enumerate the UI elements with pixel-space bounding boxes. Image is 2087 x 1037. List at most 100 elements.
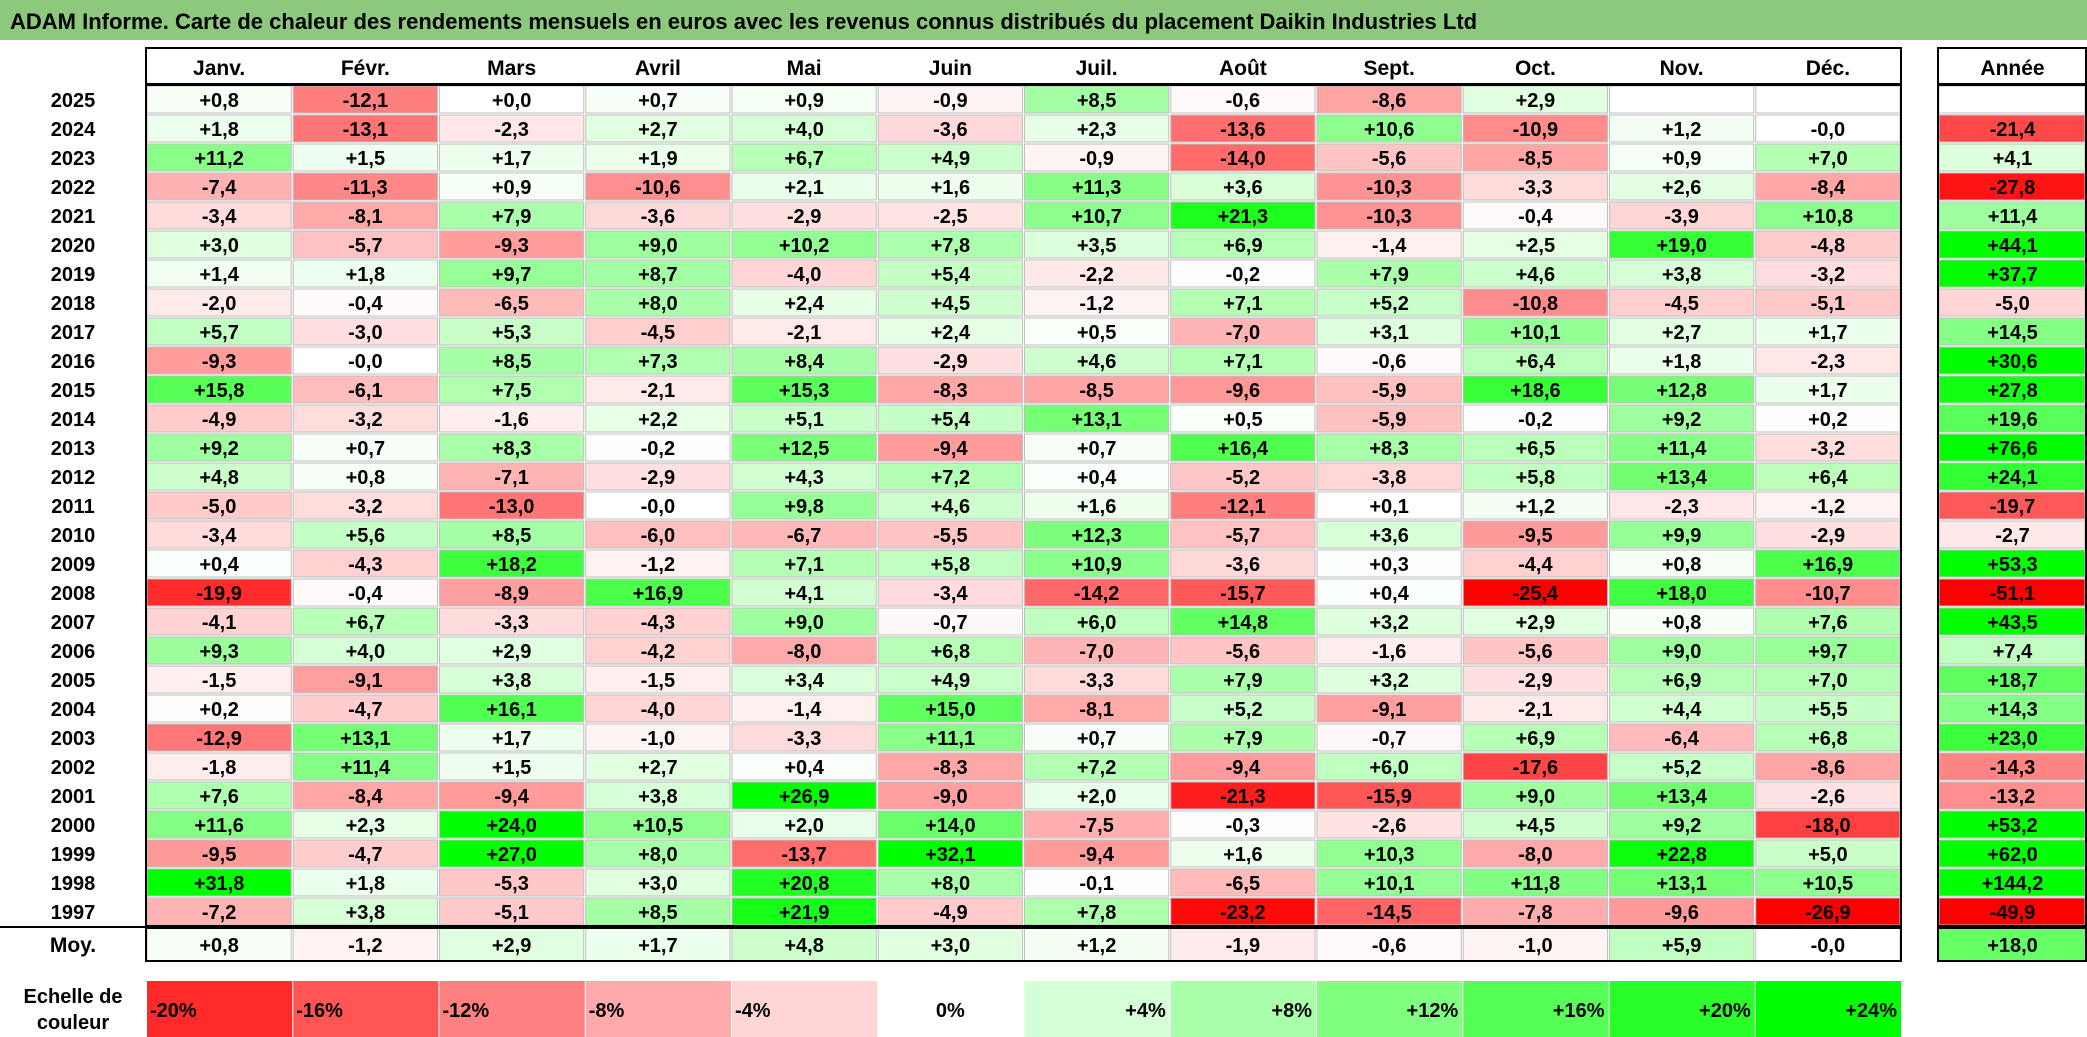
cell-value: +1,4: [199, 264, 239, 286]
heatmap-cell: [1609, 723, 1755, 752]
heatmap-cell: [439, 143, 585, 172]
cell-value: +3,0: [638, 873, 677, 895]
cell-value: +0,8: [1662, 612, 1701, 634]
cell-value: -8,4: [348, 786, 383, 808]
cell-value: +6,7: [346, 612, 385, 634]
heatmap-cell: [439, 201, 585, 230]
heatmap-cell: [1170, 723, 1316, 752]
cell-value: +18,6: [1510, 380, 1561, 402]
heatmap-cell: [877, 288, 1023, 317]
scale-swatch: [1170, 981, 1316, 1037]
heatmap-cell: [292, 259, 438, 288]
cell-value: -4,2: [641, 641, 675, 663]
cell-value: +8,3: [1369, 438, 1408, 460]
cell-value: +4,1: [784, 583, 823, 605]
annual-cell: [1938, 143, 2086, 172]
heatmap-cell: [731, 143, 877, 172]
month-header: Mai: [787, 57, 822, 80]
cell-value: +3,1: [1369, 322, 1408, 344]
cell-value: +3,2: [1369, 670, 1408, 692]
heatmap-cell: [292, 143, 438, 172]
cell-value: +2,2: [638, 409, 677, 431]
cell-value: -3,4: [202, 525, 237, 547]
cell-value: -8,6: [1811, 757, 1845, 779]
cell-value: +13,4: [1656, 467, 1707, 489]
cell-value: -2,0: [202, 293, 236, 315]
heatmap-cell: [1170, 868, 1316, 897]
heatmap-cell: [1755, 694, 1901, 723]
heatmap-cell: [439, 868, 585, 897]
annual-cell: [1938, 520, 2086, 549]
cell-value: +0,4: [199, 554, 239, 576]
heatmap-cell: [292, 375, 438, 404]
heatmap-cell: [731, 462, 877, 491]
heatmap-cell: [1170, 259, 1316, 288]
cell-value: +14,8: [1218, 612, 1269, 634]
heatmap-cell: [1170, 897, 1316, 926]
cell-value: +10,1: [1510, 322, 1561, 344]
cell-value: +1,8: [199, 119, 238, 141]
average-value: -1,0: [1518, 935, 1552, 957]
annual-value: -14,3: [1990, 757, 2036, 779]
cell-value: -3,9: [1664, 206, 1698, 228]
heatmap-cell: [731, 781, 877, 810]
heatmap-cell: [439, 578, 585, 607]
heatmap-cell: [585, 375, 731, 404]
cell-value: +0,4: [784, 757, 824, 779]
year-label: 2021: [51, 206, 96, 228]
heatmap-cell: [1462, 375, 1608, 404]
cell-value: +5,4: [931, 264, 971, 286]
year-label: 2005: [51, 670, 96, 692]
cell-value: -4,8: [1811, 235, 1845, 257]
cell-value: -0,3: [1226, 815, 1260, 837]
cell-value: -9,6: [1664, 902, 1698, 924]
heatmap-cell: [292, 781, 438, 810]
heatmap-cell: [1024, 230, 1170, 259]
year-label: 2022: [51, 177, 96, 199]
heatmap-cell: [1316, 404, 1462, 433]
cell-value: +6,0: [1077, 612, 1116, 634]
year-label: 2020: [51, 235, 96, 257]
cell-value: +5,1: [784, 409, 823, 431]
cell-value: -8,3: [933, 757, 967, 779]
heatmap-cell: [1024, 723, 1170, 752]
heatmap-cell: [877, 85, 1023, 114]
cell-value: +16,9: [633, 583, 684, 605]
cell-value: -6,0: [641, 525, 675, 547]
cell-value: +13,1: [340, 728, 391, 750]
heatmap-cell: [146, 578, 292, 607]
heatmap-cell: [292, 491, 438, 520]
cell-value: -3,3: [494, 612, 528, 634]
heatmap-cell: [585, 897, 731, 926]
cell-value: -5,6: [1226, 641, 1260, 663]
heatmap-cell: [585, 85, 731, 114]
year-label: 2017: [51, 322, 96, 344]
cell-value: -13,0: [489, 496, 535, 518]
heatmap-cell: [1755, 607, 1901, 636]
heatmap-cell: [1316, 723, 1462, 752]
heatmap-cell: [1609, 607, 1755, 636]
heatmap-cell: [1755, 781, 1901, 810]
heatmap-cell: [877, 346, 1023, 375]
heatmap-cell: [146, 723, 292, 752]
heatmap-cell: [1609, 259, 1755, 288]
cell-value: -15,7: [1220, 583, 1266, 605]
cell-value: +2,5: [1516, 235, 1555, 257]
heatmap-cell: [1755, 462, 1901, 491]
heatmap-cell: [877, 259, 1023, 288]
cell-value: +9,7: [492, 264, 531, 286]
cell-value: -3,3: [1518, 177, 1552, 199]
heatmap-cell: [146, 143, 292, 172]
heatmap-cell: [1316, 375, 1462, 404]
heatmap-cell: [439, 723, 585, 752]
cell-value: +12,3: [1071, 525, 1122, 547]
heatmap-cell: [1609, 230, 1755, 259]
cell-value: -0,0: [1811, 119, 1845, 141]
cell-value: -7,5: [1079, 815, 1113, 837]
heatmap-cell: [731, 723, 877, 752]
cell-value: +24,0: [486, 815, 537, 837]
month-header: Févr.: [341, 57, 390, 80]
heatmap-cell: [877, 752, 1023, 781]
cell-value: +8,5: [492, 351, 531, 373]
heatmap-cell: [585, 694, 731, 723]
